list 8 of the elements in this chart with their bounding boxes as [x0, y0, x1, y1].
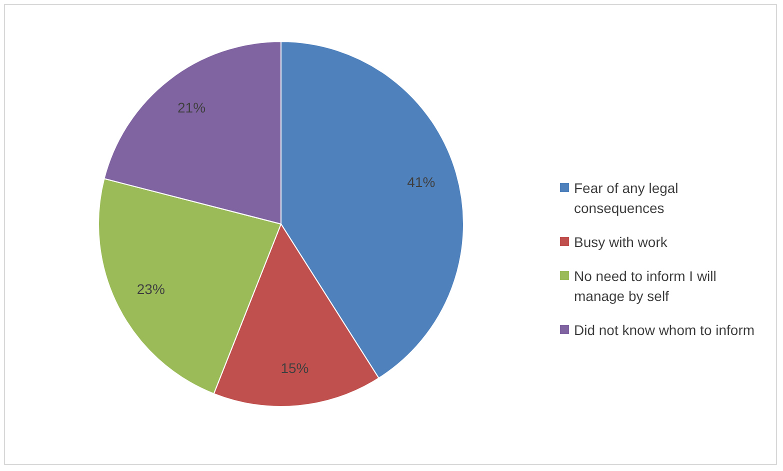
data-label: 23%: [136, 281, 165, 298]
data-label: 41%: [407, 174, 436, 190]
legend-label: No need to inform I will manage by self: [574, 267, 718, 306]
data-label: 15%: [280, 360, 309, 376]
legend-label: Busy with work: [574, 233, 668, 252]
legend-label: Fear of any legal consequences: [574, 179, 680, 218]
data-label: 21%: [178, 99, 206, 116]
legend-label: Did not know whom to inform: [574, 321, 755, 340]
